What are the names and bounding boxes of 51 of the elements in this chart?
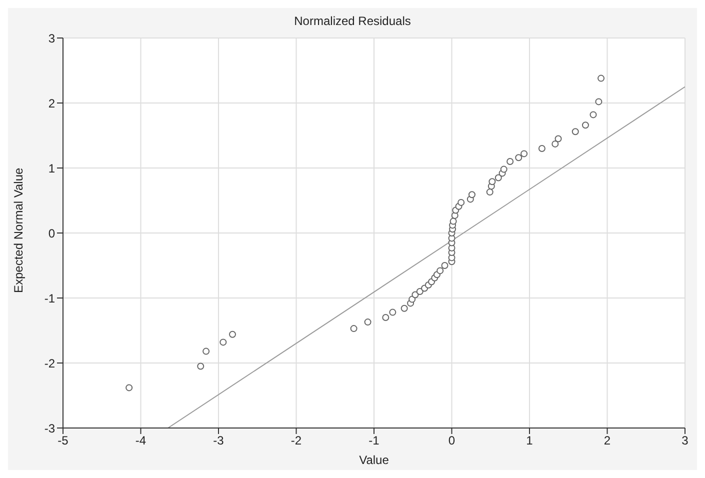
y-tick-label: -2 <box>44 356 56 370</box>
point <box>450 218 457 225</box>
y-tick-label: -3 <box>44 421 56 436</box>
point <box>552 140 559 148</box>
point <box>436 267 444 274</box>
y-tick-label: 2 <box>48 96 56 110</box>
point <box>598 74 605 82</box>
y-tick-label: 1 <box>48 161 56 176</box>
point <box>389 308 396 316</box>
point <box>590 111 597 118</box>
point <box>582 122 589 129</box>
point <box>364 318 372 326</box>
x-axis-title: Value <box>359 453 390 467</box>
x-tick-label: -2 <box>290 434 302 448</box>
x-tick-label: 1 <box>526 434 534 448</box>
point <box>554 135 562 142</box>
y-axis-title: Expected Normal Value <box>11 168 26 293</box>
point <box>220 338 227 346</box>
point <box>228 330 236 338</box>
point <box>515 154 522 162</box>
point <box>506 158 514 165</box>
chart-title: Normalized Residuals <box>293 13 412 30</box>
point <box>494 174 502 182</box>
point <box>126 384 133 392</box>
point <box>520 150 528 158</box>
x-tick-label: 0 <box>448 434 456 448</box>
point <box>468 191 476 198</box>
point <box>350 325 358 332</box>
point <box>500 166 508 173</box>
point <box>538 145 546 152</box>
point <box>202 348 210 355</box>
point <box>197 362 204 370</box>
point <box>595 98 602 106</box>
x-tick-label: -4 <box>135 434 146 448</box>
point <box>458 198 465 206</box>
y-tick-label: 3 <box>48 31 56 46</box>
point <box>408 296 416 303</box>
point <box>572 128 579 136</box>
x-tick-label: -5 <box>58 434 69 448</box>
point <box>400 304 408 312</box>
y-tick-label: 0 <box>48 226 56 240</box>
point <box>486 188 494 196</box>
point <box>416 288 424 295</box>
x-tick-label: -1 <box>368 434 380 448</box>
x-tick-label: 2 <box>604 434 611 448</box>
x-tick-label: -3 <box>213 434 224 448</box>
point <box>441 262 448 269</box>
x-tick-label: 3 <box>682 434 689 448</box>
point <box>488 178 496 186</box>
y-tick-label: -1 <box>44 291 56 306</box>
point <box>382 314 390 321</box>
